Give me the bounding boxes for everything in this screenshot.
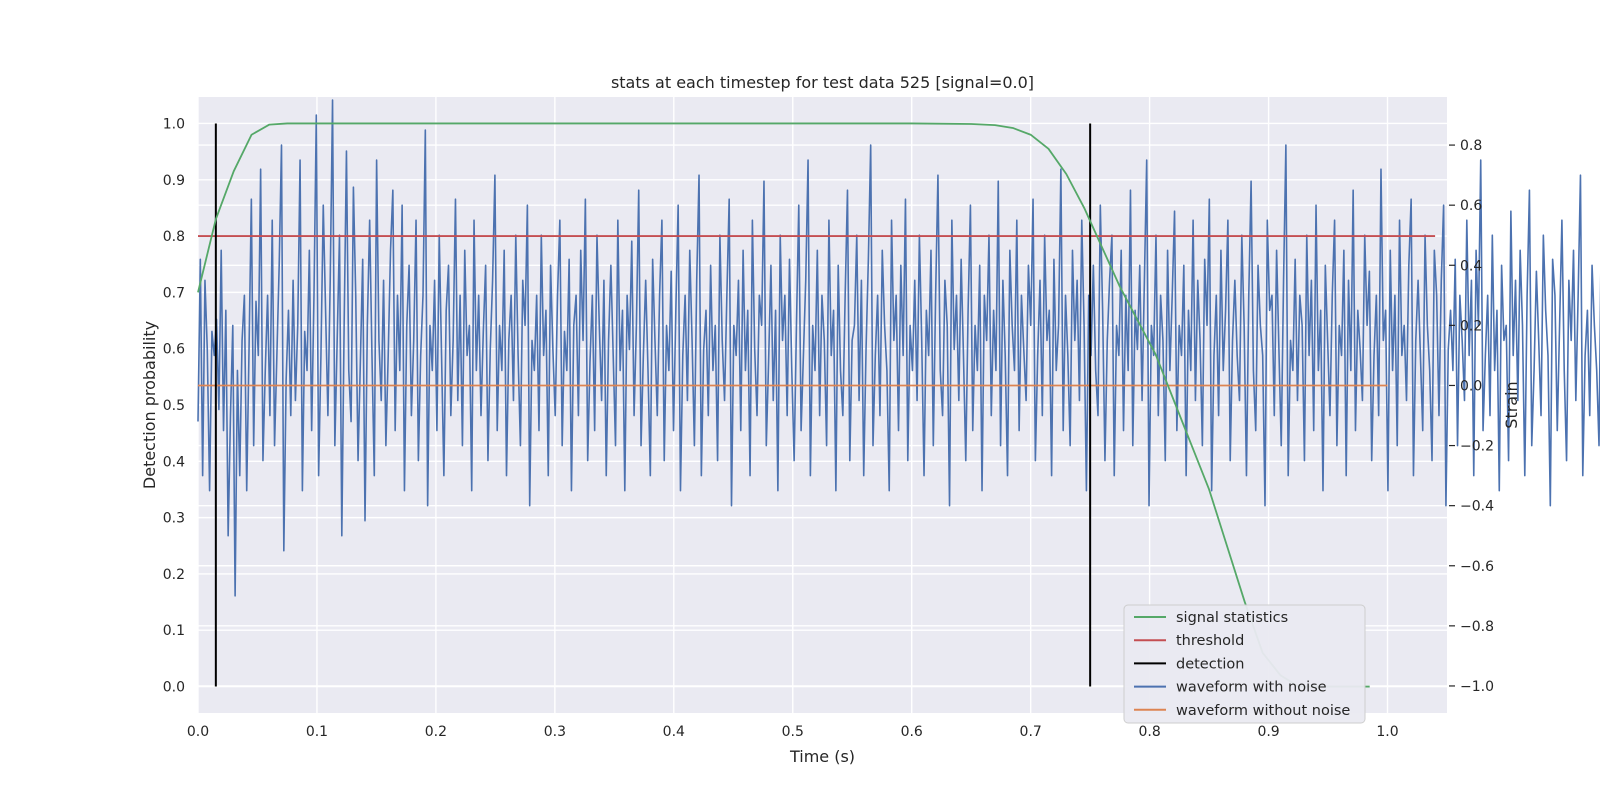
- x-axis-label: Time (s): [789, 747, 855, 766]
- y-left-tick-label: 0.7: [163, 285, 185, 301]
- legend-box: [1123, 604, 1366, 724]
- y-right-tick-label: 0.0: [1460, 378, 1482, 394]
- legend-label: waveform with noise: [1176, 680, 1327, 696]
- y-left-tick-label: 1.0: [163, 116, 185, 132]
- y-left-tick-label: 0.0: [163, 680, 185, 696]
- series-waveform-with-noise: [197, 99, 1600, 597]
- x-tick-label: 0.9: [1257, 724, 1279, 740]
- y-left-tick-label: 0.9: [163, 173, 185, 189]
- series-layer: [197, 99, 1600, 688]
- y-right-tick-label: −0.2: [1460, 439, 1494, 455]
- y-right-tick-label: −0.6: [1460, 559, 1494, 575]
- x-tick-label: 0.7: [1020, 724, 1042, 740]
- x-tick-label: 1.0: [1376, 724, 1398, 740]
- legend-label: signal statistics: [1176, 610, 1288, 626]
- y-right-tick-label: 0.2: [1460, 318, 1482, 334]
- y-right-tick-label: 0.8: [1460, 138, 1482, 154]
- y-axis-left-label: Detection probability: [140, 321, 159, 489]
- x-tick-label: 0.6: [901, 724, 923, 740]
- y-right-tick-label: −1.0: [1460, 679, 1494, 695]
- y-right-tick-label: −0.8: [1460, 619, 1494, 635]
- y-axis-right: −1.0 −0.8 −0.6 −0.4 −0.2 0.0 0.2 0.4 0.6 0.8: [1449, 138, 1494, 695]
- y-left-tick-label: 0.4: [163, 454, 185, 470]
- x-tick-label: 0.5: [782, 724, 804, 740]
- x-tick-label: 0.3: [544, 724, 566, 740]
- y-left-tick-label: 0.3: [163, 511, 185, 527]
- y-left-tick-label: 0.6: [163, 342, 185, 358]
- x-tick-label: 0.1: [306, 724, 328, 740]
- legend: signal statistics threshold detection wavef…: [1123, 604, 1366, 724]
- x-tick-label: 0.0: [187, 724, 209, 740]
- y-axis-right-label: Strain: [1502, 381, 1521, 428]
- y-left-tick-label: 0.1: [163, 623, 185, 639]
- legend-label: threshold: [1176, 633, 1244, 649]
- y-right-tick-label: −0.4: [1460, 499, 1494, 515]
- y-left-tick-label: 0.5: [163, 398, 185, 414]
- x-tick-label: 0.2: [425, 724, 447, 740]
- legend-label: waveform without noise: [1176, 703, 1350, 719]
- y-axis-left: 0.0 0.1 0.2 0.3 0.4 0.5 0.6 0.7 0.8 0.9 1.0: [163, 116, 185, 695]
- legend-label: detection: [1176, 656, 1244, 672]
- x-axis: 0.0 0.1 0.2 0.3 0.4 0.5 0.6 0.7 0.8 0.9 1.0: [187, 724, 1399, 740]
- chart-title: stats at each timestep for test data 525…: [611, 73, 1034, 92]
- x-tick-label: 0.8: [1138, 724, 1160, 740]
- y-right-tick-label: 0.6: [1460, 198, 1482, 214]
- y-right-tick-label: 0.4: [1460, 258, 1482, 274]
- x-tick-label: 0.4: [663, 724, 685, 740]
- y-left-tick-label: 0.2: [163, 567, 185, 583]
- y-left-tick-label: 0.8: [163, 229, 185, 245]
